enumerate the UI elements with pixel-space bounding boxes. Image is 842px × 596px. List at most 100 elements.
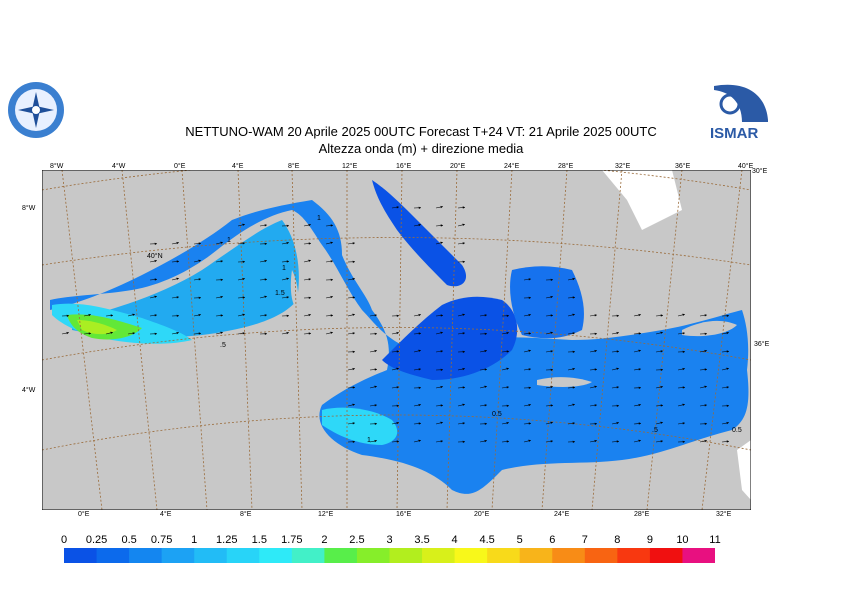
direction-arrowhead: [638, 332, 641, 335]
direction-arrowhead: [550, 278, 553, 281]
direction-arrowhead: [572, 296, 575, 299]
direction-arrowhead: [550, 440, 553, 443]
colorbar-label: 1.5: [251, 534, 267, 546]
colorbar-swatch: [324, 548, 358, 563]
direction-arrowhead: [418, 403, 421, 407]
direction-arrowhead: [594, 368, 597, 371]
direction-arrowhead: [550, 404, 553, 407]
direction-arrowhead: [308, 278, 311, 281]
direction-arrowhead: [220, 314, 223, 317]
colorbar-label: 5: [516, 534, 523, 546]
direction-arrowhead: [550, 331, 553, 334]
direction-arrowhead: [594, 422, 597, 425]
contour-label: 1: [227, 237, 231, 244]
direction-arrowhead: [352, 440, 355, 443]
direction-arrowhead: [374, 349, 377, 353]
direction-arrowhead: [638, 403, 641, 407]
colorbar-label: 7: [581, 534, 588, 546]
direction-arrowhead: [418, 206, 421, 209]
direction-arrowhead: [704, 332, 707, 335]
direction-arrowhead: [462, 367, 465, 371]
direction-arrowhead: [726, 404, 729, 407]
direction-arrowhead: [462, 313, 465, 316]
tick-top-0e: 0°E: [174, 163, 186, 170]
direction-arrowhead: [286, 331, 289, 335]
tick-top-16e: 16°E: [396, 163, 412, 170]
direction-arrowhead: [462, 422, 465, 425]
direction-arrowhead: [660, 350, 663, 353]
colorbar-swatch: [96, 548, 130, 563]
tick-top-36e: 36°E: [675, 163, 691, 170]
colorbar-swatch: [552, 548, 586, 563]
direction-arrowhead: [418, 313, 421, 317]
colorbar-label: 0.5: [121, 534, 137, 546]
direction-arrowhead: [594, 404, 597, 407]
direction-arrowhead: [594, 314, 597, 317]
colorbar-swatch: [389, 548, 423, 563]
direction-arrowhead: [220, 260, 223, 263]
direction-arrowhead: [462, 206, 465, 209]
direction-arrowhead: [352, 350, 355, 353]
colorbar-label: 0: [60, 534, 68, 546]
colorbar-label: 3.5: [414, 534, 430, 546]
direction-arrowhead: [528, 422, 531, 425]
direction-arrowhead: [330, 295, 333, 299]
graticule: [42, 170, 751, 510]
ismar-logo-text: ISMAR: [710, 125, 759, 142]
direction-arrowhead: [616, 331, 619, 335]
direction-arrowhead: [396, 421, 399, 425]
direction-arrowhead: [682, 332, 685, 335]
direction-arrowhead: [616, 367, 619, 370]
colorbar-label: 4: [451, 534, 458, 546]
direction-arrowhead: [418, 422, 421, 425]
direction-arrowhead: [176, 260, 179, 263]
direction-arrowhead: [308, 296, 311, 299]
direction-arrowhead: [528, 332, 531, 335]
direction-arrowhead: [352, 296, 355, 299]
direction-arrowhead: [660, 385, 663, 389]
colorbar-swatch: [584, 548, 618, 563]
direction-arrowhead: [462, 242, 465, 245]
direction-arrowhead: [682, 367, 685, 371]
direction-arrowhead: [264, 314, 267, 317]
direction-arrowhead: [418, 439, 421, 442]
tick-bottom-0e: 0°E: [78, 511, 90, 518]
colorbar-swatch: [422, 548, 456, 563]
direction-arrowhead: [484, 349, 487, 353]
direction-arrowhead: [638, 368, 641, 371]
direction-arrowhead: [572, 313, 575, 316]
white-area: [602, 170, 682, 230]
direction-arrowhead: [440, 368, 443, 371]
direction-arrowhead: [308, 242, 311, 245]
direction-arrowhead: [198, 332, 201, 335]
tick-top-20e: 20°E: [450, 163, 466, 170]
direction-arrowhead: [616, 314, 619, 317]
direction-arrowhead: [418, 223, 421, 227]
direction-arrowhead: [264, 242, 267, 245]
wave-height-map: 40°N 1 1 1.5 .5 0.5 1 1 0.5 .5: [42, 170, 751, 510]
colorbar-label: 3: [386, 534, 393, 546]
direction-arrowhead: [682, 403, 685, 406]
wave-height-colorbar: [64, 548, 715, 563]
tick-top-12e: 12°E: [342, 163, 358, 170]
sea-adriatic: [372, 180, 467, 287]
tick-left-8w: 8°W: [22, 205, 36, 212]
colorbar-label: 2: [321, 534, 328, 546]
direction-arrowhead: [704, 439, 707, 443]
direction-arrowhead: [154, 242, 157, 245]
direction-arrowhead: [286, 277, 289, 280]
direction-arrowhead: [594, 349, 597, 353]
direction-arrowhead: [418, 386, 421, 389]
direction-arrowhead: [396, 367, 399, 370]
direction-arrowhead: [374, 368, 377, 371]
direction-arrowhead: [330, 241, 333, 244]
colorbar-label: 9: [646, 534, 653, 546]
direction-arrowhead: [594, 385, 597, 388]
direction-arrowhead: [660, 314, 663, 317]
direction-arrowhead: [110, 331, 113, 334]
direction-arrowhead: [462, 260, 465, 263]
direction-arrowhead: [418, 349, 421, 352]
tick-right-36e: 36°E: [754, 341, 770, 348]
direction-arrowhead: [308, 332, 311, 335]
sea-light-west: [72, 220, 299, 338]
